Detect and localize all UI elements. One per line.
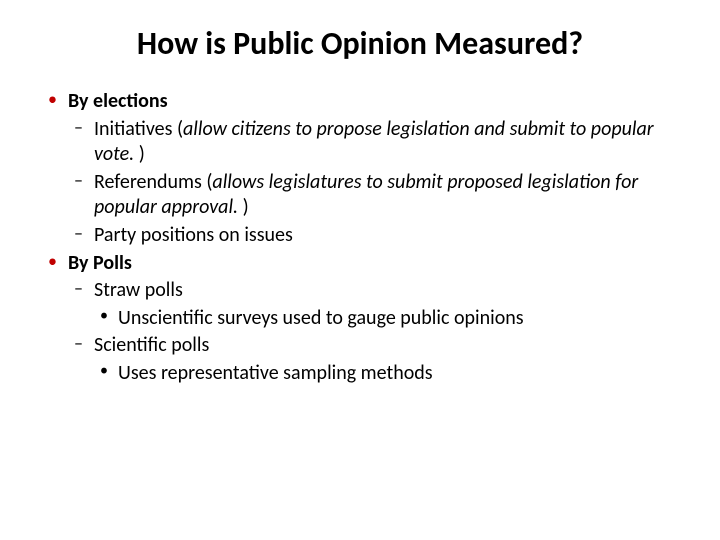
subsublist: Uses representative sampling methods [94,361,676,387]
text: Unscientific surveys used to gauge publi… [118,306,524,330]
list-item: By Polls Straw polls Unscientific survey… [44,251,676,387]
list-item: Initiatives (allow citizens to propose l… [68,117,676,168]
text-prefix: Straw polls [94,278,183,302]
text: Uses representative sampling methods [118,361,433,385]
subsublist: Unscientific surveys used to gauge publi… [94,306,676,332]
list-item: Uses representative sampling methods [94,361,676,387]
text-suffix: ) [243,195,249,219]
list-item: Referendums (allows legislatures to subm… [68,170,676,221]
text-prefix: Referendums ( [94,170,212,194]
list-item: Straw polls Unscientific surveys used to… [68,278,676,331]
sublist: Initiatives (allow citizens to propose l… [68,117,676,249]
slide: How is Public Opinion Measured? By elect… [0,0,720,540]
list-item: By elections Initiatives (allow citizens… [44,89,676,249]
list-item-label: By elections [68,89,168,113]
list-item: Party positions on issues [68,223,676,249]
bullet-list: By elections Initiatives (allow citizens… [44,89,676,387]
list-item: Unscientific surveys used to gauge publi… [94,306,676,332]
text-prefix: Party positions on issues [94,223,293,247]
list-item-label: By Polls [68,251,132,275]
text-prefix: Initiatives ( [94,117,183,141]
list-item: Scientific polls Uses representative sam… [68,333,676,386]
text-prefix: Scientific polls [94,333,209,357]
slide-title: How is Public Opinion Measured? [44,24,676,63]
text-suffix: ) [139,142,145,166]
sublist: Straw polls Unscientific surveys used to… [68,278,676,386]
